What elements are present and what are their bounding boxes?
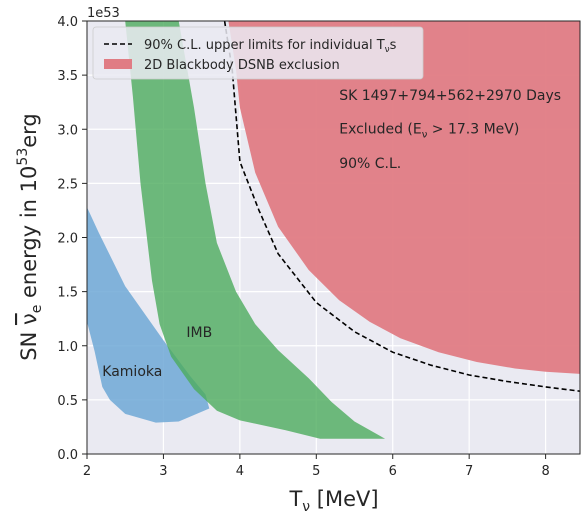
upper-limit-line <box>223 21 580 392</box>
x-axis-label-main: T <box>288 487 302 511</box>
x-axis-ticks: 2 3 4 5 6 7 8 <box>83 454 550 479</box>
legend-label-limits-sub: ν <box>385 45 390 55</box>
imb-label: IMB <box>186 325 212 341</box>
legend-label-dsnb: 2D Blackbody DSNB exclusion <box>144 58 340 73</box>
y-tick-label-7: 3.5 <box>57 69 78 84</box>
x-tick-label-6: 8 <box>541 464 549 479</box>
x-tick-label-3: 5 <box>312 464 320 479</box>
y-axis-label-mid: energy in 10 <box>17 166 41 305</box>
y-axis-label-exp: 53 <box>15 148 31 166</box>
x-tick-label-0: 2 <box>83 464 91 479</box>
dsnb-exclusion-region <box>228 21 580 374</box>
x-tick-label-2: 4 <box>236 464 244 479</box>
annotation-excluded-post: > 17.3 MeV) <box>427 122 519 138</box>
x-tick-label-5: 7 <box>465 464 473 479</box>
y-tick-label-8: 4.0 <box>57 15 78 30</box>
annotation-excluded-pre: Excluded (E <box>339 122 422 138</box>
legend-patch-swatch <box>104 59 132 69</box>
y-axis-label-nu: ν <box>17 313 41 325</box>
kamioka-region <box>87 207 210 423</box>
y-tick-label-4: 2.0 <box>57 232 78 247</box>
annotation-excluded-sub: ν <box>422 130 428 141</box>
y-axis-label: SN νe energy in 1053erg <box>15 113 45 361</box>
x-tick-label-4: 6 <box>389 464 397 479</box>
kamioka-label: Kamioka <box>102 364 162 380</box>
imb-region <box>125 21 386 439</box>
x-axis-label-rest: [MeV] <box>310 487 378 511</box>
y-axis-label-pre: SN <box>17 325 41 361</box>
offset-text: 1e53 <box>87 6 120 21</box>
y-tick-label-3: 1.5 <box>57 286 78 301</box>
y-tick-label-1: 0.5 <box>57 394 78 409</box>
annotation-days: SK 1497+794+562+2970 Days <box>339 88 561 104</box>
annotation-cl: 90% C.L. <box>339 156 401 172</box>
legend-box <box>92 26 424 80</box>
x-tick-label-1: 3 <box>159 464 167 479</box>
annotation-excluded: Excluded (Eν > 17.3 MeV) <box>339 122 519 141</box>
legend-label-limits-main: 90% C.L. upper limits for individual T <box>144 38 385 53</box>
y-axis-label-nu-sub: e <box>29 305 45 314</box>
y-axis-label-post: erg <box>17 113 41 148</box>
x-axis-label-sub: ν <box>302 499 310 514</box>
legend-label-limits-tail: s <box>390 38 397 53</box>
legend: 90% C.L. upper limits for individual Tνs… <box>92 26 424 80</box>
y-tick-label-6: 3.0 <box>57 123 78 138</box>
y-tick-label-0: 0.0 <box>57 448 78 463</box>
y-tick-label-2: 1.0 <box>57 340 78 355</box>
y-tick-label-5: 2.5 <box>57 177 78 192</box>
y-axis-ticks: 0.0 0.5 1.0 1.5 2.0 2.5 3.0 3.5 4.0 <box>57 15 87 463</box>
x-axis-label: Tν [MeV] <box>288 487 378 514</box>
legend-label-limits: 90% C.L. upper limits for individual Tνs <box>144 38 397 55</box>
